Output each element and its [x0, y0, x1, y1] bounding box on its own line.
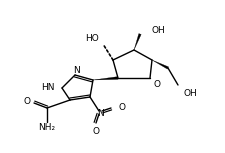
- Polygon shape: [93, 77, 118, 80]
- Text: N: N: [97, 108, 103, 118]
- Text: OH: OH: [183, 90, 197, 99]
- Text: OH: OH: [152, 26, 166, 34]
- Text: O: O: [23, 97, 30, 106]
- Text: HN: HN: [41, 82, 55, 91]
- Text: O: O: [153, 80, 160, 88]
- Text: O: O: [92, 127, 99, 136]
- Text: HO: HO: [85, 34, 99, 43]
- Polygon shape: [152, 60, 169, 69]
- Polygon shape: [134, 34, 141, 50]
- Text: N: N: [73, 65, 79, 75]
- Text: NH₂: NH₂: [38, 123, 56, 132]
- Text: O: O: [118, 103, 125, 112]
